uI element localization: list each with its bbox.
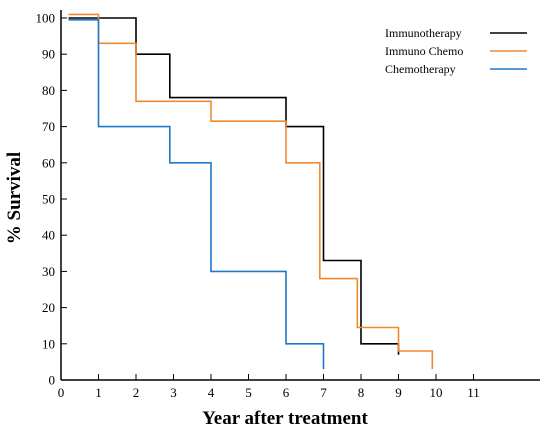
legend: Immunotherapy Immuno Chemo Chemotherapy — [385, 26, 527, 76]
x-tick-label: 10 — [430, 385, 443, 400]
y-tick-label: 80 — [42, 83, 55, 98]
series-line-3 — [68, 18, 325, 370]
x-tick-label: 8 — [358, 385, 365, 400]
series-line-1 — [68, 17, 400, 355]
y-ticks: 0 10 20 30 40 50 60 70 80 90 100 — [36, 11, 67, 388]
y-tick-label: 0 — [49, 373, 56, 388]
x-tick-label: 0 — [58, 385, 65, 400]
y-tick-label: 10 — [42, 336, 55, 351]
x-ticks: 0 1 2 3 4 5 6 7 8 9 10 11 — [58, 374, 480, 400]
legend-label-2: Immuno Chemo — [385, 44, 463, 58]
axes — [60, 10, 540, 381]
x-tick-label: 2 — [133, 385, 140, 400]
y-tick-label: 50 — [42, 192, 55, 207]
x-tick-label: 4 — [208, 385, 215, 400]
y-tick-label: 20 — [42, 300, 55, 315]
x-tick-label: 3 — [170, 385, 177, 400]
y-tick-label: 60 — [42, 155, 55, 170]
x-tick-label: 7 — [320, 385, 327, 400]
x-tick-label: 1 — [95, 385, 102, 400]
y-tick-label: 70 — [42, 119, 55, 134]
y-tick-label: 100 — [36, 11, 56, 26]
plot-area — [68, 13, 434, 370]
legend-label-1: Immunotherapy — [385, 26, 462, 40]
y-tick-label: 30 — [42, 264, 55, 279]
series-line-2 — [68, 13, 434, 370]
x-tick-label: 9 — [395, 385, 402, 400]
x-axis-title: Year after treatment — [202, 408, 368, 429]
legend-label-3: Chemotherapy — [385, 62, 456, 76]
x-tick-label: 5 — [245, 385, 252, 400]
y-axis-title: % Survival — [4, 152, 25, 244]
x-tick-label: 6 — [283, 385, 290, 400]
x-tick-label: 11 — [467, 385, 480, 400]
y-tick-label: 90 — [42, 47, 55, 62]
y-tick-label: 40 — [42, 228, 55, 243]
